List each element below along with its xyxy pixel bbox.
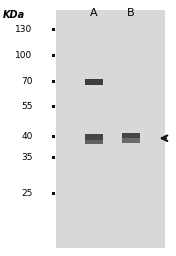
Bar bbox=[52, 135, 55, 138]
Text: 35: 35 bbox=[21, 153, 33, 162]
Text: 40: 40 bbox=[21, 132, 33, 142]
Text: 100: 100 bbox=[15, 50, 33, 60]
Bar bbox=[52, 156, 55, 159]
Bar bbox=[52, 80, 55, 83]
Bar bbox=[52, 28, 55, 31]
Bar bbox=[85, 79, 103, 85]
Bar bbox=[122, 138, 140, 143]
Text: 70: 70 bbox=[21, 77, 33, 87]
Text: 130: 130 bbox=[15, 25, 33, 34]
Bar bbox=[52, 54, 55, 57]
Text: 25: 25 bbox=[21, 189, 33, 198]
Bar bbox=[85, 134, 103, 140]
Text: KDa: KDa bbox=[3, 10, 25, 20]
Text: A: A bbox=[90, 8, 98, 18]
Text: B: B bbox=[127, 8, 135, 18]
Bar bbox=[122, 133, 140, 138]
Text: 55: 55 bbox=[21, 102, 33, 111]
Bar bbox=[56, 10, 165, 248]
Bar bbox=[85, 140, 103, 144]
Bar bbox=[52, 192, 55, 195]
Bar bbox=[52, 105, 55, 108]
